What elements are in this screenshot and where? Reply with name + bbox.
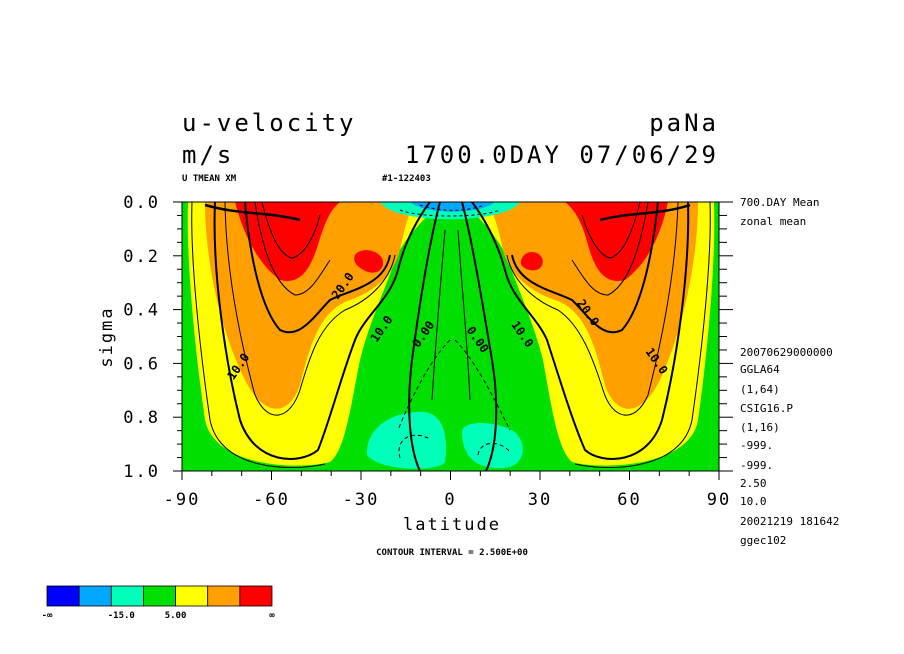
contour-lines <box>191 202 711 471</box>
chart-title: u-velocity <box>182 109 357 137</box>
y-tick-label: 1.0 <box>123 462 160 482</box>
north-red-region <box>565 202 668 281</box>
colorbar-label: -∞ <box>42 611 53 621</box>
south-secondary-max <box>354 250 384 273</box>
side-info-line: ggec102 <box>740 534 786 547</box>
north-easterly-region <box>462 423 523 469</box>
experiment-label: paNa <box>649 109 719 137</box>
side-info-line: -999. <box>740 459 773 472</box>
colorbar-swatch <box>110 585 144 607</box>
side-info-line: CSIG16.P <box>740 402 793 415</box>
side-info-line: (1,64) <box>740 383 780 396</box>
colorbar-label: -15.0 <box>108 611 135 621</box>
side-info-line: (1,16) <box>740 421 780 434</box>
y-tick-label: 0.0 <box>123 193 160 213</box>
colorbar-label: ∞ <box>269 611 275 621</box>
x-tick-label: -90 <box>164 490 201 510</box>
colorbar-swatch <box>78 585 112 607</box>
contour-interval-note: CONTOUR INTERVAL = 2.500E+00 <box>376 548 528 558</box>
north-secondary-max <box>520 252 543 271</box>
colorbar-swatch <box>175 585 209 607</box>
x-tick-label: -60 <box>253 490 290 510</box>
side-info-line: 10.0 <box>740 495 767 508</box>
colorbar-label: 5.00 <box>165 611 187 621</box>
x-tick-label: 0 <box>444 490 456 510</box>
x-tick-label: 30 <box>528 490 552 510</box>
side-info-line: zonal mean <box>740 215 806 228</box>
colorbar: -∞ -15.0 5.00 ∞ <box>42 585 275 621</box>
x-tick-label: 60 <box>617 490 641 510</box>
x-tick-label: 90 <box>707 490 731 510</box>
colorbar-swatch <box>207 585 241 607</box>
side-info-line: 2.50 <box>740 477 767 490</box>
y-tick-label: 0.2 <box>123 247 160 267</box>
colorbar-swatch <box>143 585 176 607</box>
side-info-line: 20070629000000 <box>740 346 833 359</box>
time-label: 1700.0DAY 07/06/29 <box>405 141 719 169</box>
x-tick-label: -30 <box>343 490 380 510</box>
colorbar-swatch <box>46 585 80 607</box>
y-tick-label: 0.6 <box>123 354 160 374</box>
chart-units: m/s <box>182 141 234 169</box>
side-info-line: 20021219 181642 <box>740 515 839 528</box>
side-info-line: GGLA64 <box>740 363 780 376</box>
x-axis-label: latitude <box>403 515 501 535</box>
y-tick-label: 0.8 <box>123 408 160 428</box>
south-red-region <box>235 202 340 281</box>
side-info-line: -999. <box>740 439 773 452</box>
y-axis: 0.0 0.2 0.4 0.6 0.8 1.0 <box>123 193 733 482</box>
run-id-label: #1-122403 <box>382 174 431 184</box>
colorbar-swatch <box>239 585 273 607</box>
y-axis-label: sigma <box>97 306 117 367</box>
x-axis: -90 -60 -30 0 30 60 90 <box>164 471 731 510</box>
side-info-panel: 700.DAY Mean zonal mean 20070629000000 GGLA… <box>740 196 839 547</box>
variable-label: U TMEAN XM <box>182 174 237 184</box>
y-tick-label: 0.4 <box>123 301 160 321</box>
south-easterly-region <box>366 411 446 469</box>
side-info-line: 700.DAY Mean <box>740 196 819 209</box>
